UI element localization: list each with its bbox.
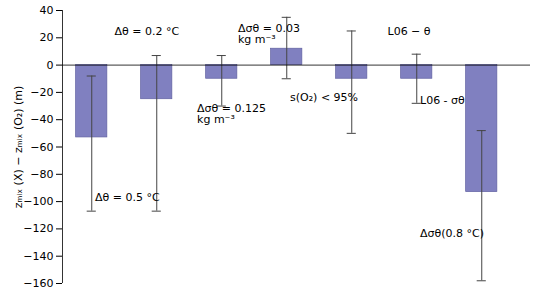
svg-text:Δθ = 0.5 °C: Δθ = 0.5 °C <box>95 191 160 204</box>
svg-text:−60: −60 <box>30 141 53 154</box>
svg-text:Δσθ = 0.125kg m⁻³: Δσθ = 0.125kg m⁻³ <box>197 102 266 126</box>
svg-text:−40: −40 <box>30 113 53 126</box>
svg-text:L06 - σθ: L06 - σθ <box>420 94 465 107</box>
svg-text:−140: −140 <box>23 250 53 263</box>
svg-text:−80: −80 <box>30 168 53 181</box>
svg-text:0: 0 <box>47 59 54 72</box>
svg-text:−20: −20 <box>30 86 53 99</box>
svg-text:Δθ = 0.2 °C: Δθ = 0.2 °C <box>115 24 180 37</box>
svg-text:−160: −160 <box>23 277 53 290</box>
svg-text:−100: −100 <box>23 195 53 208</box>
svg-text:s(O₂) < 95%: s(O₂) < 95% <box>290 91 358 104</box>
svg-text:20: 20 <box>40 31 54 44</box>
svg-text:zₘᵢₓ (X) − zₘᵢₓ (O₂) (m): zₘᵢₓ (X) − zₘᵢₓ (O₂) (m) <box>12 86 25 209</box>
svg-text:Δσθ(0.8 °C): Δσθ(0.8 °C) <box>420 227 484 240</box>
svg-text:40: 40 <box>40 4 54 17</box>
svg-text:L06 − θ: L06 − θ <box>388 24 431 37</box>
svg-text:−120: −120 <box>23 222 53 235</box>
svg-text:Δσθ = 0.03kg m⁻³: Δσθ = 0.03kg m⁻³ <box>238 22 300 46</box>
